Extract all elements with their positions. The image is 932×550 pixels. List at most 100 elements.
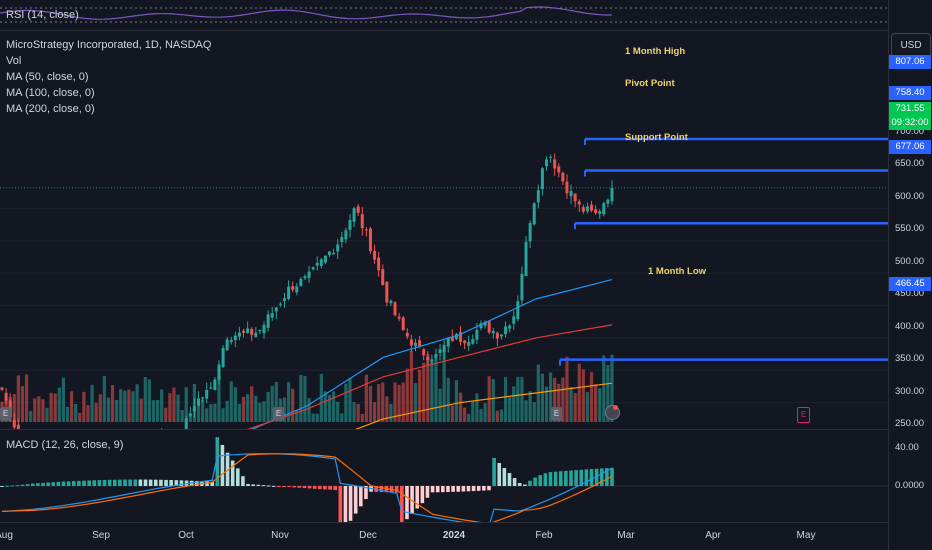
volume-bars (0, 349, 614, 422)
volume-bar (397, 384, 401, 422)
candle-body (315, 263, 319, 266)
candle-body (413, 342, 417, 347)
bar-countdown: 09:32:00 (891, 117, 929, 128)
volume-bar (53, 393, 57, 422)
candle-body (479, 323, 483, 329)
earnings-marker[interactable]: E (551, 407, 562, 421)
price-tick: 400.00 (895, 321, 925, 332)
candle-body (598, 211, 602, 214)
candle-body (254, 332, 258, 337)
volume-bar (94, 402, 98, 422)
candle-body (471, 339, 475, 344)
candle-body (282, 298, 286, 302)
volume-bar (49, 392, 53, 422)
candle-body (192, 406, 196, 412)
volume-bar (282, 397, 287, 422)
support-label: Support Point (625, 132, 688, 143)
macd-histogram-bar (220, 444, 225, 486)
macd-histogram-bar (56, 481, 61, 486)
earnings-marker[interactable]: E (0, 407, 11, 421)
volume-bar (106, 397, 111, 422)
volume-bar (16, 375, 20, 422)
macd-histogram-bar (230, 460, 235, 486)
candle-body (524, 241, 528, 277)
volume-bar (311, 413, 315, 422)
candle-body (454, 334, 458, 340)
macd-histogram-bar (517, 483, 522, 486)
time-tick: Oct (178, 530, 194, 541)
candle-body (229, 339, 233, 343)
macd-histogram-bar (348, 486, 353, 521)
macd-histogram-bar (476, 486, 481, 491)
time-tick: Dec (359, 530, 377, 541)
candle-body (295, 286, 299, 293)
volume-bar (340, 413, 344, 422)
earnings-marker[interactable]: E (273, 407, 284, 421)
candle-body (590, 204, 594, 211)
candle-body (319, 259, 323, 267)
volume-bar (368, 385, 373, 422)
price-axis[interactable]: USD 700.00 650.00 600.00 550.00 500.00 4… (888, 0, 932, 550)
volume-bar (217, 376, 221, 422)
symbol-title[interactable]: MicroStrategy Incorporated, 1D, NASDAQ (6, 39, 212, 51)
volume-bar (512, 386, 516, 422)
volume-bar (266, 392, 270, 422)
volume-bar (90, 384, 94, 422)
candle-body (528, 223, 532, 242)
volume-bar (57, 387, 61, 422)
volume-bar (561, 377, 565, 422)
macd-histogram-bar (266, 485, 271, 487)
rsi-pane[interactable]: RSI (14, close) (0, 0, 888, 30)
volume-bar (319, 374, 323, 422)
macd-histogram-bar (15, 485, 20, 487)
candle-body (491, 330, 495, 334)
volume-bar (602, 355, 606, 422)
macd-histogram-bar (92, 480, 97, 486)
volume-bar (221, 408, 225, 422)
macd-histogram-bar (164, 479, 168, 486)
volume-bar (82, 391, 86, 422)
macd-histogram-bar (271, 485, 276, 487)
time-axis[interactable]: Aug Sep Oct Nov Dec 2024 Feb Mar Apr May (0, 523, 888, 550)
price-pane[interactable] (0, 31, 888, 501)
volume-bar (20, 385, 25, 422)
volume-bar (45, 407, 49, 422)
macd-pane[interactable] (0, 430, 888, 536)
volume-bar (475, 393, 479, 422)
candle-body (553, 159, 557, 169)
ma200-legend[interactable]: MA (200, close, 0) (6, 103, 95, 115)
volume-bar (471, 401, 475, 422)
ma100-legend[interactable]: MA (100, close, 0) (6, 87, 95, 99)
candle-body (360, 214, 364, 229)
volume-bar (274, 382, 278, 422)
earnings-marker[interactable]: E (797, 407, 810, 423)
vol-legend[interactable]: Vol (6, 55, 22, 67)
macd-histogram-bar (66, 481, 71, 486)
candle-body (389, 300, 393, 304)
price-chart[interactable] (0, 31, 888, 501)
candle-body (287, 286, 291, 300)
ma50-legend[interactable]: MA (50, close, 0) (6, 71, 89, 83)
pivot-label: Pivot Point (625, 78, 675, 89)
time-tick: Nov (271, 530, 289, 541)
macd-legend[interactable]: MACD (12, 26, close, 9) (6, 439, 124, 451)
volume-bar (524, 400, 528, 422)
macd-histogram-bar (133, 479, 138, 486)
volume-bar (286, 382, 291, 422)
macd-tick: 0.0000 (895, 480, 925, 491)
volume-bar (360, 413, 364, 422)
candle-body (606, 199, 610, 204)
macd-histogram-bar (538, 475, 543, 486)
macd-histogram-bar (246, 484, 250, 486)
macd-histogram-bar (169, 479, 173, 486)
volume-bar (135, 384, 139, 422)
candle-body (504, 326, 508, 335)
macd-histogram-bar (318, 486, 322, 490)
candle-body (516, 301, 520, 320)
volume-bar (430, 358, 434, 422)
volume-bar (201, 399, 205, 422)
candle-body (373, 250, 377, 260)
volume-bar (503, 377, 508, 422)
volume-bar (147, 379, 151, 422)
volume-bar (78, 412, 82, 422)
